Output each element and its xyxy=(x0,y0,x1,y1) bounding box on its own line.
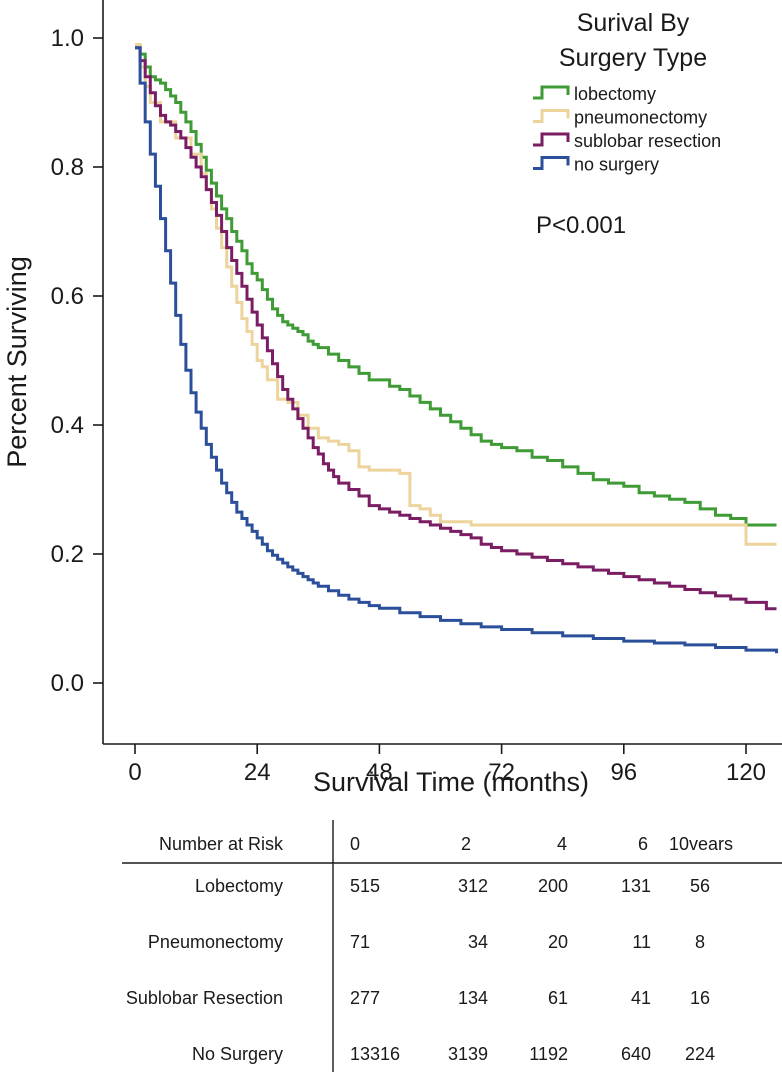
risk-cell: 20 xyxy=(548,932,568,952)
series-no-surgery-curve xyxy=(135,46,778,654)
plot-area xyxy=(102,0,782,745)
risk-cell: 1192 xyxy=(529,1044,568,1064)
risk-cell: 515 xyxy=(350,876,380,896)
p-value-annotation: P<0.001 xyxy=(536,212,626,239)
risk-cell: 11 xyxy=(632,932,651,952)
x-ticks: 0 24 48 72 96 120 xyxy=(128,744,766,786)
y-tick-label: 0.0 xyxy=(51,670,84,697)
x-tick-label: 120 xyxy=(726,759,766,786)
risk-cell: 8 xyxy=(695,932,705,952)
risk-cell: 312 xyxy=(458,876,488,896)
legend-label-pneumonectomy: pneumonectomy xyxy=(574,108,707,128)
risk-row-label: Lobectomy xyxy=(195,876,283,896)
risk-row-label: Sublobar Resection xyxy=(126,988,283,1008)
risk-cell: 16 xyxy=(690,988,710,1008)
risk-cell: 277 xyxy=(350,988,380,1008)
risk-cell: 3139 xyxy=(448,1044,488,1064)
y-ticks: 0.0 0.2 0.4 0.6 0.8 1.0 xyxy=(51,25,103,697)
risk-cell: 61 xyxy=(548,988,568,1008)
legend-swatch-no-surgery xyxy=(533,156,570,170)
risk-table-columns: 0 2 4 6 10vears xyxy=(350,834,733,854)
risk-cell: 131 xyxy=(621,876,651,896)
series-sublobar-resection-curve xyxy=(135,46,777,611)
risk-table-rows: Lobectomy 515 312 200 131 56 Pneumonectomy 71 34… xyxy=(126,876,715,1064)
risk-row-label: Pneumonectomy xyxy=(148,932,283,952)
risk-column-header: 2 xyxy=(461,834,471,854)
legend-swatch-sublobar-resection xyxy=(533,132,570,147)
legend-label-no-surgery: no surgery xyxy=(574,155,659,175)
x-tick-label: 48 xyxy=(366,759,393,786)
legend-items: lobectomy pneumonectomy sublobar resection… xyxy=(533,84,721,175)
survival-curves xyxy=(135,43,778,654)
y-tick-label: 1.0 xyxy=(51,25,84,52)
risk-cell: 34 xyxy=(468,932,488,952)
series-lobectomy-curve xyxy=(135,43,777,527)
risk-cell: 134 xyxy=(458,988,488,1008)
risk-cell: 13316 xyxy=(350,1044,400,1064)
y-tick-label: 0.4 xyxy=(51,412,84,439)
x-tick-label: 24 xyxy=(244,759,271,786)
legend-label-lobectomy: lobectomy xyxy=(574,84,656,104)
risk-row-label: No Surgery xyxy=(192,1044,283,1064)
risk-column-header: 10vears xyxy=(669,834,733,854)
legend-label-sublobar-resection: sublobar resection xyxy=(574,131,721,151)
y-axis-title: Percent Surviving xyxy=(2,256,32,468)
y-tick-label: 0.8 xyxy=(51,154,84,181)
legend-title-line1: Surival By xyxy=(577,9,690,37)
risk-table-header-label: Number at Risk xyxy=(159,834,284,854)
risk-cell: 224 xyxy=(685,1044,715,1064)
y-tick-label: 0.2 xyxy=(51,541,84,568)
risk-table: Number at Risk 0 2 4 6 10vears Lobectomy 515 3… xyxy=(122,820,782,1072)
x-tick-label: 0 xyxy=(128,759,141,786)
risk-column-header: 0 xyxy=(350,834,360,854)
x-tick-label: 72 xyxy=(488,759,515,786)
risk-cell: 41 xyxy=(631,988,651,1008)
risk-column-header: 6 xyxy=(638,834,648,854)
risk-column-header: 4 xyxy=(557,834,567,854)
risk-cell: 200 xyxy=(538,876,568,896)
legend: Surival By Surgery Type lobectomy pneumon… xyxy=(533,9,721,175)
risk-cell: 71 xyxy=(350,932,370,952)
legend-swatch-pneumonectomy xyxy=(533,109,570,123)
risk-cell: 640 xyxy=(621,1044,651,1064)
x-tick-label: 96 xyxy=(610,759,637,786)
legend-swatch-lobectomy xyxy=(533,85,570,100)
risk-cell: 56 xyxy=(690,876,710,896)
legend-title-line2: Surgery Type xyxy=(559,44,707,72)
y-tick-label: 0.6 xyxy=(51,283,84,310)
x-axis-title: Survival Time (months) xyxy=(313,767,589,797)
series-pneumonectomy-curve xyxy=(135,43,777,546)
